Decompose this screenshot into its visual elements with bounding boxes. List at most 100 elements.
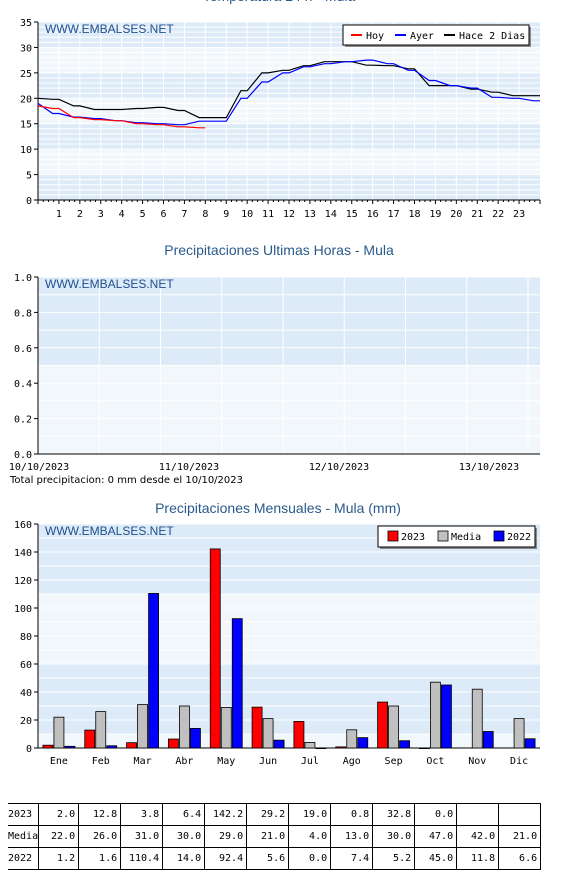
bar-2023-ago bbox=[335, 746, 347, 749]
table-row: Media 22.0 26.0 31.0 30.0 29.0 21.0 4.0 13.0 30.0… bbox=[8, 825, 542, 848]
bar-media-may bbox=[220, 707, 232, 749]
temp-xtick-label: 20 bbox=[450, 209, 462, 220]
hours-ytick-label: 0.6 bbox=[14, 344, 32, 355]
table-cell: 32.8 bbox=[372, 803, 416, 826]
precip-hours-title: Precipitaciones Ultimas Horas - Mula bbox=[164, 242, 394, 258]
table-cell bbox=[456, 803, 500, 826]
temperature-chart-title: Temperatura 24 h - Mula bbox=[203, 0, 356, 4]
hours-band bbox=[38, 347, 540, 366]
month-ytick-label: 0 bbox=[26, 744, 32, 755]
temp-xtick-label: 7 bbox=[181, 209, 187, 220]
table-cell: 0.0 bbox=[414, 803, 458, 826]
bar-2022-ene bbox=[64, 745, 76, 749]
temp-xtick-label: 15 bbox=[346, 209, 358, 220]
table-cell: 29.2 bbox=[246, 803, 290, 826]
month-band bbox=[38, 594, 540, 608]
precip-total-note: Total precipitacion: 0 mm desde el 10/10… bbox=[9, 475, 243, 486]
table-cell: 6.4 bbox=[162, 803, 206, 826]
month-band bbox=[38, 692, 540, 706]
bar-2022-may bbox=[231, 618, 243, 749]
bar-2023-feb bbox=[84, 729, 96, 749]
table-cell: 30.0 bbox=[372, 825, 416, 848]
month-ytick-label: 100 bbox=[14, 604, 32, 615]
temp-ytick-label: 15 bbox=[20, 120, 32, 131]
month-xtick-label: Sep bbox=[385, 756, 403, 767]
temp-legend-label: Hoy bbox=[366, 31, 384, 42]
bar-media-abr bbox=[179, 705, 190, 749]
table-row: 2023 2.0 12.8 3.8 6.4 142.2 29.2 19.0 0.8 32.8 0.0 bbox=[8, 803, 542, 826]
table-cell: 45.0 bbox=[414, 847, 458, 870]
temp-watermark: WWW.EMBALSES.NET bbox=[45, 22, 174, 36]
month-ytick-label: 60 bbox=[20, 660, 32, 671]
hours-band bbox=[38, 277, 540, 295]
hours-band bbox=[38, 312, 540, 331]
bar-2023-ene bbox=[42, 744, 54, 749]
table-cell: 142.2 bbox=[204, 803, 248, 826]
hours-ytick-label: 0.0 bbox=[14, 450, 32, 461]
table-cell: 26.0 bbox=[78, 825, 122, 848]
month-legend-label: Media bbox=[451, 532, 481, 543]
bar-2023-may bbox=[209, 548, 221, 749]
temp-ytick-label: 35 bbox=[20, 18, 32, 29]
table-cell: 21.0 bbox=[246, 825, 290, 848]
month-band bbox=[38, 622, 540, 636]
temp-xtick-label: 12 bbox=[283, 209, 295, 220]
bar-2022-abr bbox=[190, 728, 201, 749]
month-legend-swatch bbox=[387, 530, 399, 542]
month-band bbox=[38, 678, 540, 692]
temp-xtick-label: 2 bbox=[77, 209, 83, 220]
hours-band bbox=[38, 294, 540, 313]
bar-2022-ago bbox=[357, 737, 369, 749]
table-cell: 13.0 bbox=[330, 825, 374, 848]
bar-2022-jul bbox=[315, 747, 327, 750]
hours-band bbox=[38, 330, 540, 348]
temp-ytick-label: 5 bbox=[26, 171, 32, 182]
table-cell: 31.0 bbox=[120, 825, 164, 848]
table-cell: 12.8 bbox=[78, 803, 122, 826]
month-legend-swatch bbox=[493, 530, 505, 542]
month-band bbox=[38, 636, 540, 650]
table-cell: 22.0 bbox=[38, 825, 80, 848]
temp-xtick-label: 1 bbox=[56, 209, 62, 220]
bar-media-nov bbox=[471, 688, 483, 749]
temp-xtick-label: 16 bbox=[367, 209, 379, 220]
bar-media-oct bbox=[430, 681, 441, 749]
month-xtick-label: Abr bbox=[175, 756, 193, 767]
bar-2022-jun bbox=[273, 739, 285, 749]
month-watermark: WWW.EMBALSES.NET bbox=[45, 524, 174, 538]
temp-xtick-label: 14 bbox=[325, 209, 337, 220]
table-cell: 30.0 bbox=[162, 825, 206, 848]
bar-media-dic bbox=[513, 718, 525, 749]
temp-ytick-label: 0 bbox=[26, 196, 32, 207]
month-band bbox=[38, 706, 540, 720]
temp-ytick-label: 20 bbox=[20, 94, 32, 105]
temp-series-hoy bbox=[37, 105, 206, 129]
table-cell: 21.0 bbox=[498, 825, 542, 848]
month-band bbox=[38, 664, 540, 678]
hours-ytick-label: 0.2 bbox=[14, 415, 32, 426]
table-cell: 0.8 bbox=[330, 803, 374, 826]
hours-xtick-label: 12/10/2023 bbox=[309, 462, 369, 473]
table-cell: 42.0 bbox=[456, 825, 500, 848]
table-cell: 3.8 bbox=[120, 803, 164, 826]
month-xtick-label: Dic bbox=[510, 756, 528, 767]
bar-2023-abr bbox=[168, 738, 179, 749]
bar-2023-jun bbox=[251, 706, 263, 749]
temp-ytick-label: 25 bbox=[20, 69, 32, 80]
temp-xtick-label: 19 bbox=[429, 209, 441, 220]
table-cell: 5.2 bbox=[372, 847, 416, 870]
month-ytick-label: 80 bbox=[20, 632, 32, 643]
monthly-data-table: 2023 2.0 12.8 3.8 6.4 142.2 29.2 19.0 0.8 32.8 0.0… bbox=[8, 803, 542, 870]
table-cell: 92.4 bbox=[204, 847, 248, 870]
hours-watermark: WWW.EMBALSES.NET bbox=[45, 277, 174, 291]
bar-2022-feb bbox=[106, 745, 118, 749]
bar-2022-sep bbox=[399, 740, 410, 749]
table-cell: 11.8 bbox=[456, 847, 500, 870]
table-row: 2022 1.2 1.6 110.4 14.0 92.4 5.6 0.0 7.4 5.2 45.0 1… bbox=[8, 847, 542, 870]
month-xtick-label: Ago bbox=[343, 756, 361, 767]
table-cell: 19.0 bbox=[288, 803, 332, 826]
temp-xtick-label: 3 bbox=[98, 209, 104, 220]
month-band bbox=[38, 650, 540, 664]
hours-xtick-label: 11/10/2023 bbox=[159, 462, 219, 473]
temp-xtick-label: 18 bbox=[408, 209, 420, 220]
